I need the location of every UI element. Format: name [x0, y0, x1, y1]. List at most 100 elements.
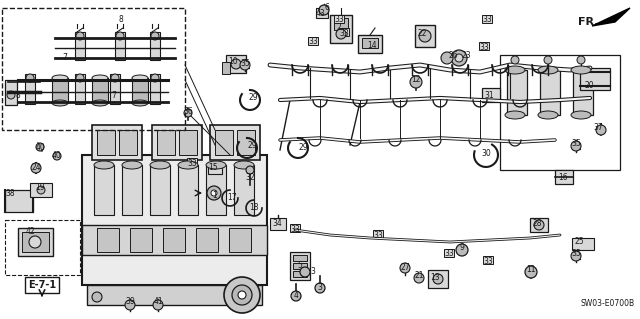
Bar [428, 270, 448, 288]
Text: 35: 35 [240, 58, 250, 68]
Bar [555, 170, 573, 184]
Ellipse shape [206, 161, 226, 169]
Text: 7: 7 [63, 54, 67, 63]
Text: 20: 20 [584, 81, 594, 91]
Text: FR.: FR. [578, 17, 598, 27]
Text: SW03-E0700B: SW03-E0700B [581, 299, 635, 308]
Bar [573, 70, 593, 115]
Bar [200, 182, 228, 204]
Text: 15: 15 [208, 164, 218, 173]
Circle shape [92, 292, 102, 302]
Bar [210, 125, 260, 160]
Polygon shape [592, 8, 630, 26]
Ellipse shape [505, 66, 525, 74]
Text: 5: 5 [298, 261, 303, 270]
Bar [444, 249, 454, 257]
Circle shape [246, 166, 254, 174]
Bar [208, 162, 222, 174]
Text: 11: 11 [526, 265, 536, 275]
Text: 8: 8 [118, 16, 124, 25]
Text: 33: 33 [187, 159, 197, 167]
Bar [293, 255, 307, 261]
Bar [179, 130, 197, 155]
Bar [18, 228, 53, 256]
Text: E-7-1: E-7-1 [28, 280, 56, 290]
Bar [222, 62, 230, 74]
Ellipse shape [571, 111, 591, 119]
Circle shape [441, 52, 453, 64]
Bar [92, 125, 142, 160]
Ellipse shape [505, 111, 525, 119]
Bar [115, 32, 125, 60]
Text: 8: 8 [15, 91, 20, 100]
Bar [334, 15, 344, 23]
Text: 31: 31 [484, 91, 494, 100]
Text: 13: 13 [430, 273, 440, 283]
Text: 34: 34 [272, 219, 282, 227]
Bar [122, 165, 142, 215]
Text: 39: 39 [125, 298, 135, 307]
Text: 36: 36 [183, 107, 193, 115]
Text: 10: 10 [228, 57, 238, 66]
Circle shape [7, 91, 15, 99]
Bar [25, 74, 35, 104]
Ellipse shape [178, 161, 198, 169]
Circle shape [419, 30, 431, 42]
Bar [30, 183, 52, 197]
Text: 30: 30 [481, 149, 491, 158]
Circle shape [596, 125, 606, 135]
Ellipse shape [52, 100, 68, 106]
Bar [52, 78, 68, 103]
Bar [415, 25, 435, 47]
Circle shape [231, 59, 241, 69]
Text: 33: 33 [444, 249, 454, 258]
Text: 27: 27 [400, 263, 410, 271]
Bar [97, 228, 119, 252]
Bar [130, 228, 152, 252]
Text: 28: 28 [532, 219, 541, 227]
Circle shape [571, 141, 581, 151]
Bar [226, 55, 246, 73]
Circle shape [37, 186, 45, 194]
Ellipse shape [571, 66, 591, 74]
Circle shape [400, 263, 410, 273]
Bar [334, 18, 348, 30]
Circle shape [151, 32, 159, 40]
Circle shape [29, 236, 41, 248]
Bar [373, 230, 383, 238]
Circle shape [433, 274, 443, 284]
Bar [479, 42, 489, 50]
Text: 29: 29 [248, 93, 258, 102]
Circle shape [300, 267, 310, 277]
Text: 24: 24 [31, 164, 41, 173]
Text: 3: 3 [317, 284, 323, 293]
Bar [580, 68, 610, 90]
Circle shape [116, 32, 124, 40]
Text: 35: 35 [571, 249, 581, 258]
Bar [229, 228, 251, 252]
Bar [75, 74, 85, 104]
Bar [530, 218, 548, 232]
Bar [483, 256, 493, 264]
Text: 21: 21 [414, 271, 424, 280]
Circle shape [456, 244, 468, 256]
Bar [316, 8, 328, 18]
Circle shape [455, 54, 463, 62]
Bar [500, 55, 620, 170]
Text: 42: 42 [25, 227, 35, 236]
Bar [132, 78, 148, 103]
Bar [110, 74, 120, 104]
Circle shape [211, 190, 217, 196]
Circle shape [238, 291, 246, 299]
Text: 33: 33 [334, 16, 344, 25]
Text: 33: 33 [339, 28, 349, 38]
Ellipse shape [92, 100, 108, 106]
Ellipse shape [150, 161, 170, 169]
Bar [507, 70, 527, 115]
Bar [82, 155, 267, 285]
Circle shape [125, 300, 135, 310]
Circle shape [207, 186, 221, 200]
Text: 23: 23 [461, 51, 471, 61]
Text: 2: 2 [337, 24, 341, 33]
Text: 33: 33 [290, 225, 300, 234]
